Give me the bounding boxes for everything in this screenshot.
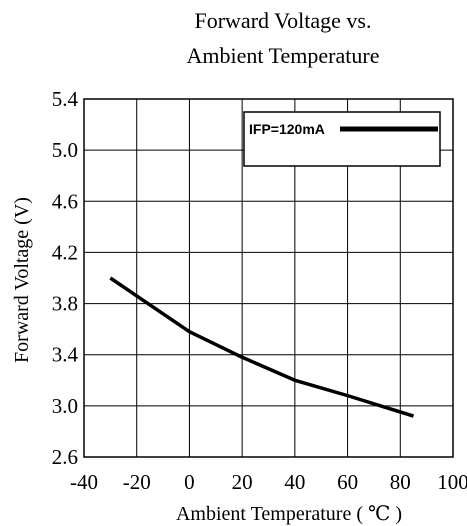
- y-tick-label: 2.6: [52, 445, 78, 469]
- x-tick-labels: -40 -20 0 20 40 60 80 100: [70, 470, 467, 494]
- chart-title-line-1: Forward Voltage vs.: [194, 8, 371, 33]
- y-tick-label: 4.6: [52, 189, 78, 213]
- chart-title-line-2: Ambient Temperature: [187, 43, 380, 68]
- x-axis-label: Ambient Temperature ( ℃ ): [176, 503, 402, 525]
- legend-label: IFP=120mA: [249, 121, 325, 137]
- series-layer: [109, 276, 414, 418]
- y-tick-labels: 2.6 3.0 3.4 3.8 4.2 4.6 5.0 5.4: [52, 87, 79, 469]
- x-tick-label: 80: [390, 470, 411, 494]
- y-tick-label: 3.8: [52, 292, 78, 316]
- x-tick-label: 40: [284, 470, 305, 494]
- x-tick-label: 20: [232, 470, 253, 494]
- x-tick-label: 0: [184, 470, 195, 494]
- y-tick-label: 5.4: [52, 87, 79, 111]
- legend: IFP=120mA: [243, 111, 441, 167]
- x-tick-label: 100: [437, 470, 467, 494]
- y-tick-label: 5.0: [52, 138, 78, 162]
- x-tick-label: 60: [337, 470, 358, 494]
- x-tick-label: -40: [70, 470, 98, 494]
- x-tick-label: -20: [123, 470, 151, 494]
- legend-box: [243, 111, 441, 167]
- y-tick-label: 3.0: [52, 394, 78, 418]
- y-tick-label: 4.2: [52, 240, 78, 264]
- y-axis-label: Forward Voltage (V): [11, 197, 33, 363]
- y-tick-label: 3.4: [52, 343, 79, 367]
- plot-frame: [83, 98, 454, 458]
- series-line: [109, 276, 414, 418]
